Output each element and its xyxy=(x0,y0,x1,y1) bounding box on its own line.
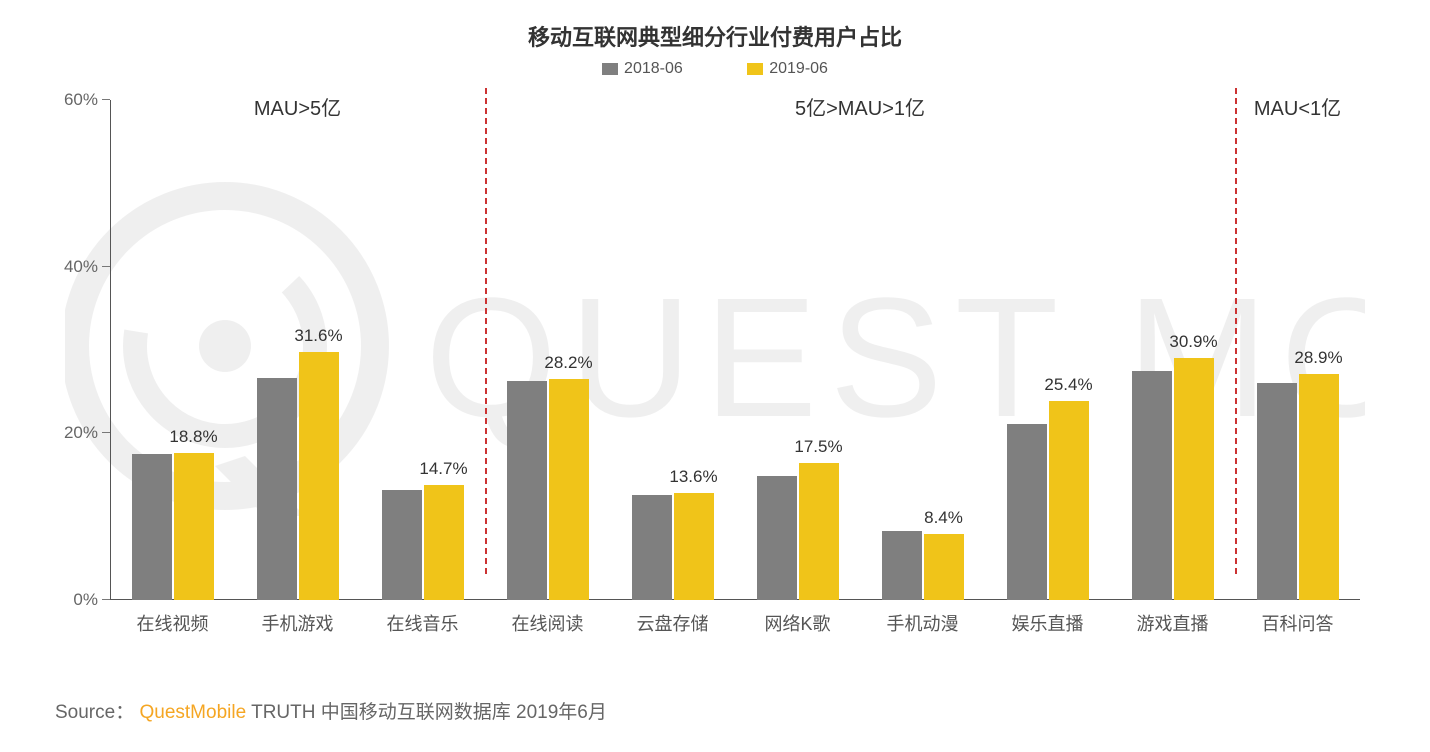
x-labels-row: 在线视频手机游戏在线音乐在线阅读云盘存储网络K歌手机动漫娱乐直播游戏直播百科问答 xyxy=(110,610,1360,636)
bar-2018 xyxy=(882,531,922,600)
bar-2019: 18.8% xyxy=(174,453,214,600)
y-tick-mark xyxy=(102,432,110,433)
bar-2018 xyxy=(382,490,422,600)
chart-legend: 2018-06 2019-06 xyxy=(40,60,1390,80)
bar-2019: 31.6% xyxy=(299,352,339,600)
bar-value-label: 30.9% xyxy=(1169,332,1217,352)
legend-swatch xyxy=(602,63,618,75)
bar-2018 xyxy=(1007,424,1047,600)
x-axis-label: 在线阅读 xyxy=(485,610,610,636)
bar-2018 xyxy=(507,381,547,600)
bar-2018 xyxy=(257,378,297,600)
x-axis-label: 游戏直播 xyxy=(1110,610,1235,636)
x-axis-label: 百科问答 xyxy=(1235,610,1360,636)
y-tick-mark xyxy=(102,266,110,267)
bar-2019: 28.2% xyxy=(549,379,589,600)
y-tick-label: 40% xyxy=(40,257,98,277)
chart-title: 移动互联网典型细分行业付费用户占比 xyxy=(40,20,1390,52)
bar-2019: 25.4% xyxy=(1049,401,1089,600)
bar-2018 xyxy=(1257,383,1297,600)
y-tick-label: 0% xyxy=(40,590,98,610)
bar-2019: 30.9% xyxy=(1174,358,1214,600)
category-group: 18.8% xyxy=(110,130,235,600)
category-group: 13.6% xyxy=(610,130,735,600)
legend-item-2018: 2018-06 xyxy=(602,60,683,78)
x-axis-label: 在线音乐 xyxy=(360,610,485,636)
bar-value-label: 31.6% xyxy=(294,326,342,346)
bar-2019: 8.4% xyxy=(924,534,964,600)
category-group: 30.9% xyxy=(1110,130,1235,600)
group-divider xyxy=(1235,88,1237,574)
group-header: MAU>5亿 xyxy=(110,92,485,121)
x-axis-label: 手机游戏 xyxy=(235,610,360,636)
legend-label: 2018-06 xyxy=(624,60,683,78)
legend-label: 2019-06 xyxy=(769,60,828,78)
bar-value-label: 28.9% xyxy=(1294,348,1342,368)
x-axis-label: 网络K歌 xyxy=(735,610,860,636)
bar-2018 xyxy=(132,454,172,600)
category-group: 28.2% xyxy=(485,130,610,600)
source-prefix: Source： xyxy=(55,702,134,723)
category-group: 31.6% xyxy=(235,130,360,600)
source-brand: QuestMobile xyxy=(139,702,246,723)
category-group: 17.5% xyxy=(735,130,860,600)
bar-value-label: 8.4% xyxy=(924,508,963,528)
bar-value-label: 17.5% xyxy=(794,437,842,457)
x-axis-label: 手机动漫 xyxy=(860,610,985,636)
group-divider xyxy=(485,88,487,574)
category-group: 8.4% xyxy=(860,130,985,600)
category-group: 25.4% xyxy=(985,130,1110,600)
y-tick-label: 20% xyxy=(40,423,98,443)
legend-item-2019: 2019-06 xyxy=(747,60,828,78)
category-group: 14.7% xyxy=(360,130,485,600)
bar-2019: 28.9% xyxy=(1299,374,1339,600)
y-tick-mark xyxy=(102,99,110,100)
bar-2019: 17.5% xyxy=(799,463,839,600)
x-axis-label: 娱乐直播 xyxy=(985,610,1110,636)
bar-value-label: 13.6% xyxy=(669,467,717,487)
x-axis-label: 云盘存储 xyxy=(610,610,735,636)
group-labels-row: MAU>5亿5亿>MAU>1亿MAU<1亿 xyxy=(110,92,1360,121)
source-line: Source： QuestMobile TRUTH 中国移动互联网数据库 201… xyxy=(55,697,607,724)
chart-container: 移动互联网典型细分行业付费用户占比 2018-06 2019-06 0%20%4… xyxy=(0,0,1430,752)
bar-2018 xyxy=(632,495,672,600)
plot-area: 0%20%40%60% MAU>5亿5亿>MAU>1亿MAU<1亿 18.8%3… xyxy=(110,100,1360,600)
y-axis: 0%20%40%60% xyxy=(40,100,110,600)
y-tick-mark xyxy=(102,599,110,600)
group-header: 5亿>MAU>1亿 xyxy=(485,92,1235,121)
bar-value-label: 18.8% xyxy=(169,427,217,447)
bar-2018 xyxy=(757,476,797,600)
bar-value-label: 14.7% xyxy=(419,459,467,479)
bar-value-label: 25.4% xyxy=(1044,375,1092,395)
bar-2019: 14.7% xyxy=(424,485,464,600)
category-group: 28.9% xyxy=(1235,130,1360,600)
bar-2019: 13.6% xyxy=(674,493,714,600)
group-header: MAU<1亿 xyxy=(1235,92,1360,121)
bar-2018 xyxy=(1132,371,1172,600)
y-tick-label: 60% xyxy=(40,90,98,110)
bar-value-label: 28.2% xyxy=(544,353,592,373)
legend-swatch xyxy=(747,63,763,75)
x-axis-label: 在线视频 xyxy=(110,610,235,636)
source-rest: TRUTH 中国移动互联网数据库 2019年6月 xyxy=(246,702,607,723)
bars-row: 18.8% 31.6% 14.7% 28.2% 13.6% 17.5% 8.4% 25.4% 3… xyxy=(110,130,1360,600)
